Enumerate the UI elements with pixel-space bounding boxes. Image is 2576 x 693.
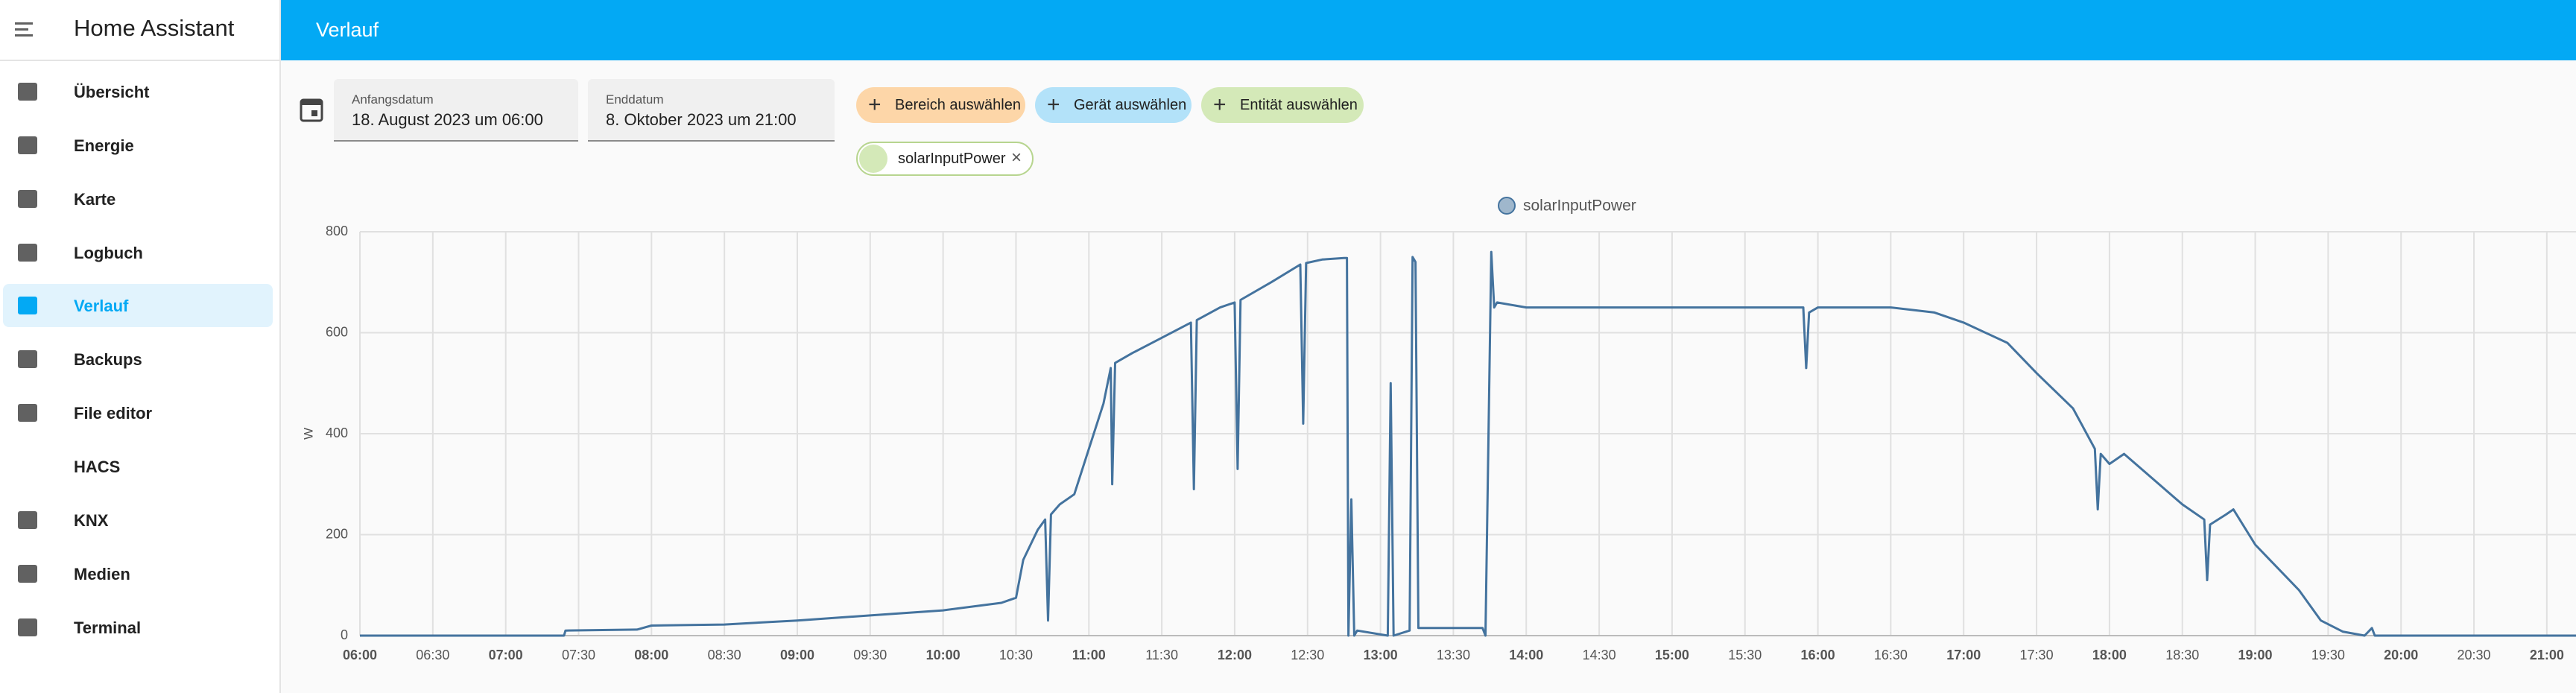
sidebar-header: Home Assistant bbox=[0, 0, 279, 61]
x-tick-label: 12:30 bbox=[1291, 648, 1324, 662]
end-date-field[interactable]: Enddatum 8. Oktober 2023 um 21:00 bbox=[588, 79, 835, 142]
field-label: Anfangsdatum bbox=[352, 92, 434, 107]
x-tick-label: 18:00 bbox=[2092, 648, 2127, 662]
nav-item[interactable]: Medien bbox=[3, 552, 273, 595]
chip-label: Bereich auswählen bbox=[895, 97, 1021, 113]
chip-label: Gerät auswählen bbox=[1074, 97, 1187, 113]
nav-label: File editor bbox=[74, 404, 153, 423]
nav-label: Übersicht bbox=[74, 83, 150, 101]
x-tick-label: 08:00 bbox=[634, 648, 668, 662]
nav-icon bbox=[18, 190, 37, 208]
x-tick-label: 11:00 bbox=[1072, 648, 1106, 662]
x-tick-label: 09:30 bbox=[853, 648, 887, 662]
nav-icon bbox=[18, 136, 37, 154]
x-tick-label: 20:00 bbox=[2384, 648, 2418, 662]
x-tick-label: 06:30 bbox=[416, 648, 449, 662]
series-line bbox=[360, 250, 2576, 637]
nav-label: Logbuch bbox=[74, 244, 143, 262]
nav-item[interactable]: Übersicht bbox=[3, 70, 273, 113]
start-date-field[interactable]: Anfangsdatum 18. August 2023 um 06:00 bbox=[334, 79, 578, 142]
x-tick-label: 19:30 bbox=[2311, 648, 2345, 662]
nav-icon bbox=[18, 350, 37, 368]
area-chip[interactable]: + Bereich auswählen bbox=[856, 87, 1025, 123]
top-bar: Verlauf bbox=[281, 0, 2576, 60]
nav-icon bbox=[18, 458, 37, 475]
x-tick-label: 14:30 bbox=[1583, 648, 1616, 662]
remove-button[interactable]: × bbox=[1011, 148, 1022, 168]
nav-label: Medien bbox=[74, 565, 130, 583]
nav-icon bbox=[18, 511, 37, 529]
nav-icon bbox=[18, 297, 37, 314]
x-tick-label: 21:00 bbox=[2530, 648, 2564, 662]
nav-icon bbox=[18, 618, 37, 636]
nav-label: KNX bbox=[74, 511, 109, 530]
x-tick-label: 18:30 bbox=[2165, 648, 2199, 662]
entity-chip[interactable]: + Entität auswählen bbox=[1201, 87, 1364, 123]
x-tick-label: 07:00 bbox=[489, 648, 523, 662]
y-axis-label: W bbox=[301, 428, 315, 440]
sidebar: Home Assistant Übersicht Energie Karte Logb… bbox=[0, 0, 281, 693]
y-tick-label: 800 bbox=[326, 224, 348, 238]
nav-item[interactable]: Energie bbox=[3, 124, 273, 167]
x-tick-label: 12:00 bbox=[1218, 648, 1252, 662]
x-tick-label: 10:00 bbox=[926, 648, 961, 662]
nav-icon bbox=[18, 404, 37, 422]
x-tick-label: 13:30 bbox=[1437, 648, 1470, 662]
y-tick-label: 600 bbox=[326, 324, 348, 339]
field-value: 18. August 2023 um 06:00 bbox=[352, 110, 543, 129]
nav-item[interactable]: Verlauf bbox=[3, 284, 273, 327]
field-value: 8. Oktober 2023 um 21:00 bbox=[606, 110, 797, 129]
legend-label: solarInputPower bbox=[1523, 197, 1636, 215]
x-tick-label: 11:30 bbox=[1145, 648, 1178, 662]
x-tick-label: 13:00 bbox=[1364, 648, 1398, 662]
x-tick-label: 20:30 bbox=[2458, 648, 2491, 662]
app-title: Home Assistant bbox=[74, 15, 235, 41]
nav-label: Energie bbox=[74, 136, 134, 155]
y-tick-label: 400 bbox=[326, 425, 348, 440]
x-tick-label: 15:30 bbox=[1728, 648, 1762, 662]
nav-item[interactable]: HACS bbox=[3, 445, 273, 488]
chip-label: Entität auswählen bbox=[1240, 97, 1358, 113]
x-tick-label: 10:30 bbox=[999, 648, 1033, 662]
calendar-icon[interactable] bbox=[298, 95, 325, 125]
nav-label: Backups bbox=[74, 350, 142, 369]
nav-label: HACS bbox=[74, 458, 121, 476]
entity-name: solarInputPower bbox=[898, 151, 1006, 167]
nav-icon bbox=[18, 244, 37, 262]
selected-entity-chip[interactable]: solarInputPower × bbox=[856, 142, 1034, 176]
x-tick-label: 08:30 bbox=[708, 648, 741, 662]
nav-item[interactable]: File editor bbox=[3, 391, 273, 434]
x-tick-label: 16:30 bbox=[1874, 648, 1908, 662]
nav-label: Karte bbox=[74, 190, 116, 209]
menu-icon[interactable] bbox=[12, 15, 42, 45]
legend-marker bbox=[1498, 197, 1516, 215]
x-tick-label: 07:30 bbox=[562, 648, 595, 662]
x-tick-label: 17:00 bbox=[1946, 648, 1981, 662]
x-tick-label: 16:00 bbox=[1801, 648, 1835, 662]
nav-label: Verlauf bbox=[74, 297, 129, 315]
x-tick-label: 06:00 bbox=[343, 648, 377, 662]
x-tick-label: 14:00 bbox=[1509, 648, 1543, 662]
x-tick-label: 19:00 bbox=[2238, 648, 2273, 662]
nav-item[interactable]: Backups bbox=[3, 338, 273, 381]
nav-icon bbox=[18, 83, 37, 101]
y-tick-label: 0 bbox=[341, 627, 348, 642]
nav-icon bbox=[18, 565, 37, 583]
field-label: Enddatum bbox=[606, 92, 664, 107]
device-chip[interactable]: + Gerät auswählen bbox=[1035, 87, 1192, 123]
x-tick-label: 15:00 bbox=[1655, 648, 1689, 662]
nav-item[interactable]: Terminal bbox=[3, 606, 273, 649]
nav-item[interactable]: Logbuch bbox=[3, 231, 273, 274]
nav-item[interactable]: KNX bbox=[3, 499, 273, 542]
x-tick-label: 09:00 bbox=[780, 648, 814, 662]
x-tick-label: 17:30 bbox=[2020, 648, 2054, 662]
entity-icon bbox=[859, 145, 887, 173]
page-title: Verlauf bbox=[316, 19, 379, 41]
nav-label: Terminal bbox=[74, 618, 142, 637]
y-tick-label: 200 bbox=[326, 526, 348, 541]
nav-item[interactable]: Karte bbox=[3, 177, 273, 221]
